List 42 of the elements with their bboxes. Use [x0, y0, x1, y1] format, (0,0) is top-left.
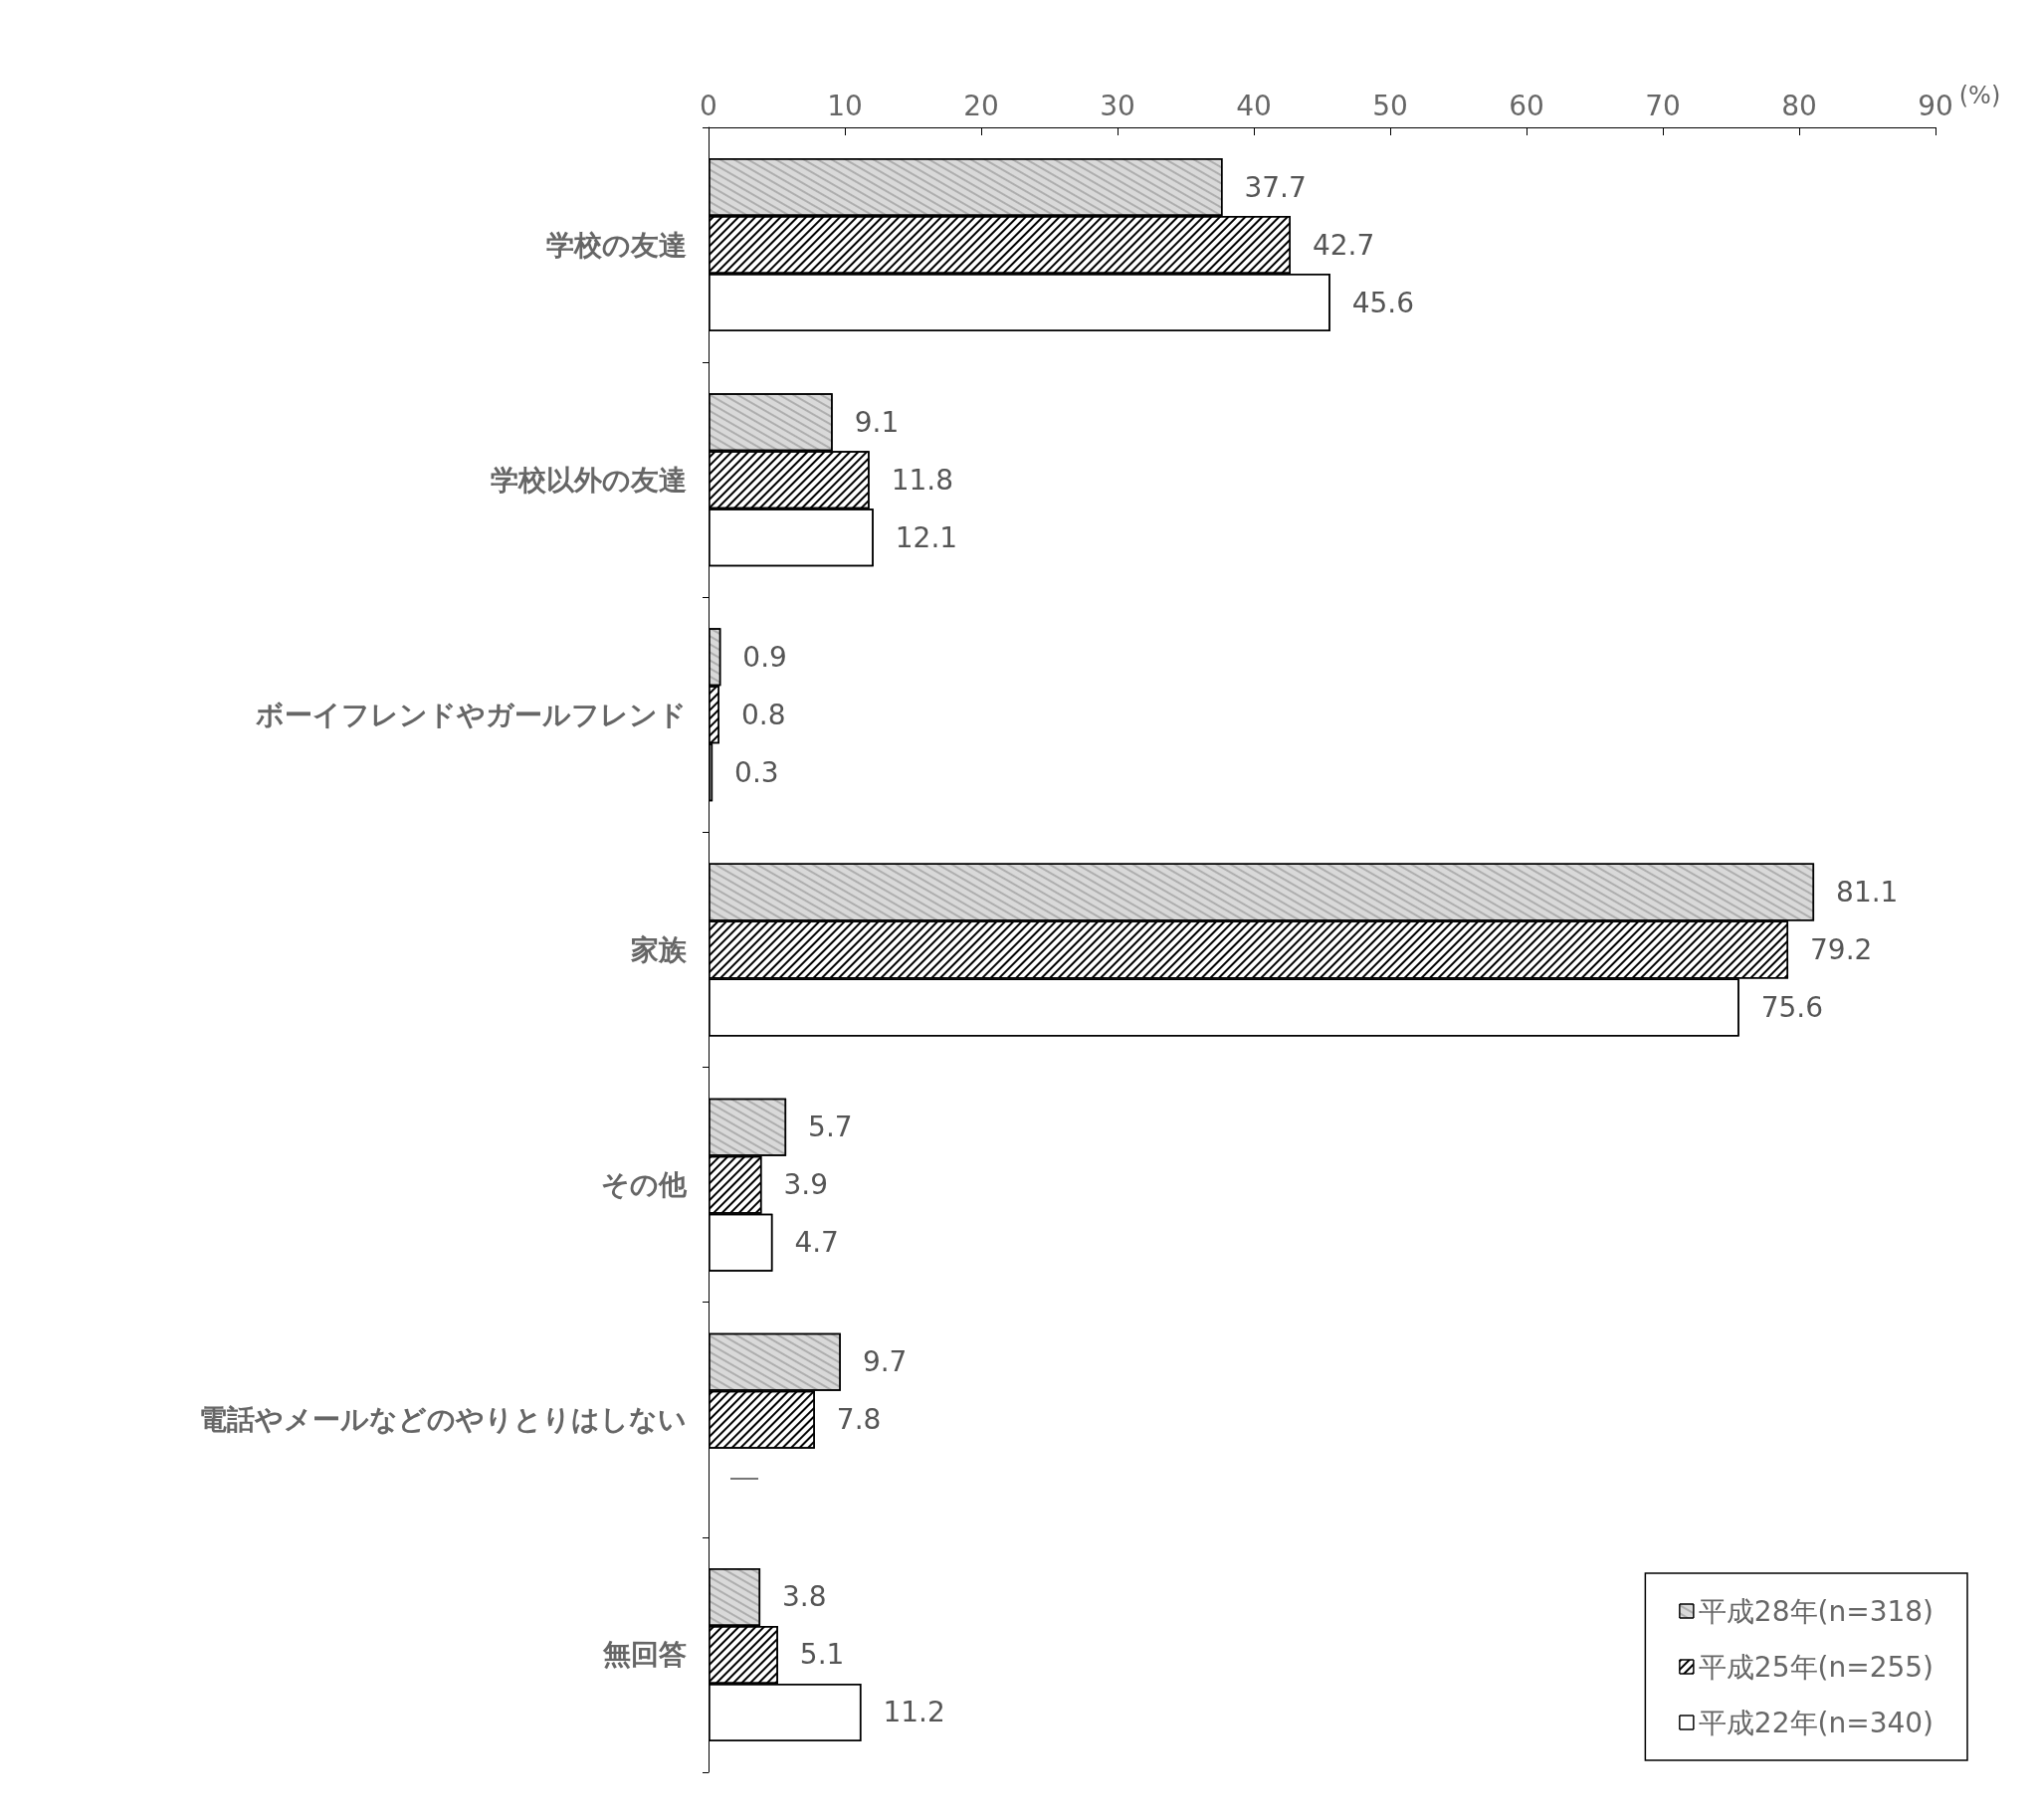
x-tick-label: 10: [827, 89, 863, 122]
legend-label: 平成25年(n=255): [1698, 1650, 1935, 1684]
data-label: 9.1: [854, 405, 900, 439]
y-tick-label: 学校の友達: [546, 228, 687, 262]
x-tick-label: 90: [1918, 89, 1953, 122]
legend-label: 平成28年(n=318): [1698, 1594, 1935, 1628]
y-tick-label: 無回答: [602, 1638, 687, 1672]
data-label: 42.7: [1312, 228, 1375, 262]
data-label: 12.1: [895, 520, 958, 554]
x-tick-label: 70: [1645, 89, 1681, 122]
y-tick-label: 学校以外の友達: [491, 463, 687, 497]
x-axis-title: (%): [1958, 82, 2001, 109]
x-tick-label: 60: [1509, 89, 1544, 122]
data-label: 37.7: [1244, 170, 1307, 204]
x-tick-label: 30: [1100, 89, 1135, 122]
data-label: 9.7: [862, 1345, 908, 1379]
data-label: 0.3: [734, 755, 779, 789]
data-label: 3.9: [783, 1168, 828, 1202]
data-label: 5.7: [808, 1111, 853, 1144]
x-tick-label: 40: [1236, 89, 1272, 122]
data-label: 3.8: [782, 1580, 827, 1614]
x-tick-label: 0: [700, 89, 717, 122]
data-label: 0.9: [742, 640, 787, 674]
x-tick-label: 20: [963, 89, 999, 122]
data-label: 11.8: [891, 463, 953, 497]
text: ―: [730, 1461, 758, 1495]
y-tick-label: 電話やメールなどのやりとりはしない: [199, 1403, 687, 1437]
data-label: 45.6: [1351, 286, 1415, 319]
data-label: 11.2: [883, 1696, 945, 1729]
x-tick-label: 80: [1781, 89, 1817, 122]
data-label: 75.6: [1760, 991, 1824, 1024]
y-tick-label: 家族: [630, 933, 688, 966]
legend-label: 平成22年(n=340): [1698, 1706, 1935, 1739]
y-tick-label: その他: [601, 1168, 688, 1202]
data-label: 79.2: [1810, 933, 1873, 966]
data-label: 4.7: [794, 1226, 839, 1260]
x-tick-label: 50: [1372, 89, 1408, 122]
data-label: 5.1: [799, 1638, 845, 1672]
data-label: 0.8: [740, 698, 786, 731]
y-tick-label: ボーイフレンドやガールフレンド: [256, 698, 687, 731]
data-label: 7.8: [836, 1403, 882, 1437]
data-label: 81.1: [1836, 876, 1899, 909]
